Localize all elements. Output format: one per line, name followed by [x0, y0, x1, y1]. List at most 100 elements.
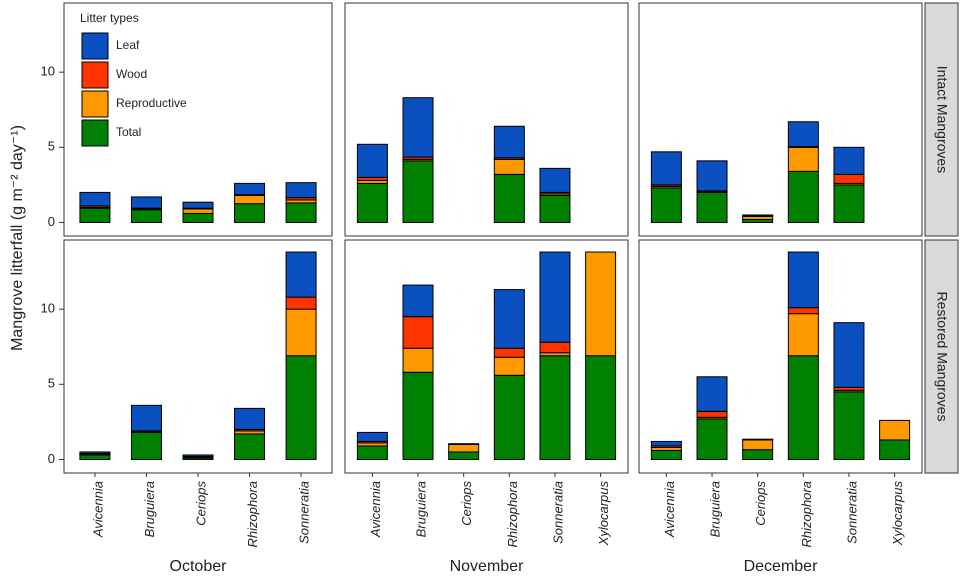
legend-key	[81, 61, 109, 89]
x-tick-label: Avicennia	[662, 481, 677, 538]
y-tick-label: 5	[48, 376, 55, 391]
panel-frame	[63, 2, 333, 237]
x-tick-label: Rhizophora	[245, 481, 260, 548]
bar-segment	[130, 431, 162, 460]
bar-segment	[79, 451, 111, 454]
legend-key	[81, 119, 109, 147]
x-tick-label: Xylocarpus	[890, 481, 905, 547]
legend-label: Total	[116, 125, 141, 139]
x-axis-label: December	[744, 558, 818, 575]
bar-segment	[539, 251, 571, 343]
bar-segment	[402, 347, 434, 373]
bar-segment	[787, 251, 819, 309]
bar-segment	[787, 307, 819, 315]
bar-segment	[787, 355, 819, 460]
bar-segment	[234, 407, 266, 430]
bar-segment	[402, 284, 434, 318]
bar-segment	[182, 208, 214, 214]
bar-segment	[285, 251, 317, 298]
bar-segment	[787, 146, 819, 172]
legend-key	[81, 90, 109, 118]
bar-segment	[539, 341, 571, 354]
bar-segment	[402, 160, 434, 223]
bar-segment	[650, 449, 682, 460]
bar-segment	[585, 251, 617, 357]
bar-segment	[650, 151, 682, 186]
x-tick-label: Ceriops	[193, 481, 208, 526]
x-tick-label: Rhizophora	[799, 481, 814, 548]
bar-segment	[742, 214, 774, 217]
bar-segment	[696, 376, 728, 412]
bar-segment	[833, 146, 865, 175]
bar-segment	[493, 347, 525, 358]
bar-segment	[696, 418, 728, 460]
legend-label: Wood	[116, 67, 147, 81]
bar-segment	[742, 438, 774, 441]
y-tick-label: 10	[41, 301, 55, 316]
bar-segment	[79, 207, 111, 223]
bar-segment	[650, 440, 682, 447]
row-strip	[924, 239, 959, 474]
panel-frame	[344, 2, 629, 237]
bar-segment	[493, 289, 525, 349]
bar-segment	[356, 445, 388, 460]
bar-segment	[130, 196, 162, 209]
bar-segment	[79, 191, 111, 207]
bar-segment	[448, 451, 480, 460]
bar-segment	[402, 97, 434, 158]
bar-segment	[234, 194, 266, 205]
x-tick-label: Sonneratia	[297, 481, 312, 544]
bar-segment	[493, 374, 525, 460]
bar-segment	[787, 313, 819, 357]
x-tick-label: Ceriops	[459, 481, 474, 526]
bar-segment	[787, 170, 819, 223]
bar-segment	[493, 158, 525, 175]
row-strip-label: Intact Mangroves	[934, 66, 950, 173]
bar-segment	[696, 160, 728, 192]
bar-segment	[833, 391, 865, 460]
x-tick-label: Rhizophora	[505, 481, 520, 548]
bar-segment	[234, 433, 266, 460]
x-tick-label: Bruguiera	[413, 481, 428, 537]
bar-segment	[356, 182, 388, 223]
bar-segment	[539, 355, 571, 460]
bar-segment	[696, 191, 728, 223]
bar-segment	[539, 194, 571, 223]
bar-segment	[833, 173, 865, 184]
bar-segment	[879, 419, 911, 441]
x-axis-label: October	[170, 558, 228, 575]
bar-segment	[879, 439, 911, 460]
y-tick-label: 5	[48, 139, 55, 154]
bar-segment	[448, 443, 480, 445]
y-tick-label: 10	[41, 64, 55, 79]
bar-segment	[585, 355, 617, 460]
bar-segment	[285, 355, 317, 460]
bar-segment	[182, 212, 214, 223]
bar-segment	[182, 201, 214, 209]
bar-segment	[130, 404, 162, 432]
bar-segment	[285, 296, 317, 310]
bar-segment	[493, 173, 525, 223]
bar-segment	[402, 371, 434, 460]
panel-frame	[344, 239, 629, 474]
bar-segment	[356, 431, 388, 442]
panel-frame	[638, 2, 923, 237]
bar-segment	[234, 203, 266, 223]
y-axis-label: Mangrove litterfall (g m⁻² day⁻¹)	[9, 125, 26, 351]
x-tick-label: Bruguiera	[707, 481, 722, 537]
bar-segment	[742, 449, 774, 460]
bar-segment	[493, 356, 525, 376]
bar-segment	[787, 121, 819, 148]
bar-segment	[493, 125, 525, 159]
x-tick-label: Avicennia	[368, 481, 383, 538]
x-tick-label: Sonneratia	[550, 481, 565, 544]
y-tick-label: 0	[48, 214, 55, 229]
legend-key	[81, 32, 109, 60]
bar-segment	[285, 182, 317, 199]
x-tick-label: Xylocarpus	[596, 481, 611, 547]
bar-segment	[402, 316, 434, 349]
bar-segment	[650, 187, 682, 223]
bar-segment	[833, 322, 865, 388]
bar-segment	[833, 184, 865, 223]
y-tick-label: 0	[48, 451, 55, 466]
